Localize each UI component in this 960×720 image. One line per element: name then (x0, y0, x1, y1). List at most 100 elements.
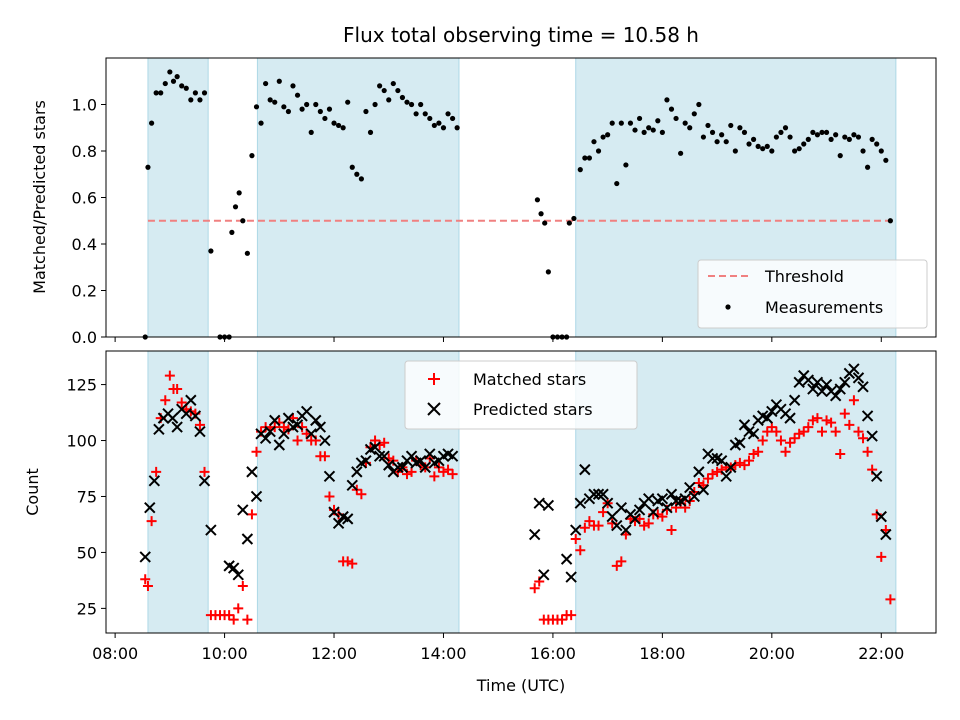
predicted-star-point (848, 363, 860, 375)
matched-star-point (848, 395, 859, 406)
measurement-point (454, 125, 460, 131)
predicted-star-point (747, 428, 760, 440)
measurement-point (833, 132, 839, 138)
predicted-star-point (697, 484, 710, 496)
measurement-point (819, 129, 825, 135)
legend-matched-swatch (428, 373, 440, 385)
measurement-point (399, 94, 406, 101)
measurement-point (605, 132, 611, 138)
matched-star-point (224, 610, 235, 621)
measurement-point (860, 148, 866, 154)
legend-predicted-label: Predicted stars (473, 400, 593, 419)
measurement-point (313, 101, 319, 108)
predicted-star-point (278, 428, 290, 440)
measurement-point (167, 69, 173, 75)
predicted-star-point (232, 569, 244, 581)
predicted-star-point (560, 553, 573, 565)
matched-star-point (142, 581, 153, 591)
measurement-point (687, 125, 693, 131)
measurement-point (600, 134, 606, 140)
measurement-point (614, 180, 620, 187)
measurement-point (741, 129, 748, 135)
measurement-point (340, 125, 346, 131)
chart-title: Flux total observing time = 10.58 h (343, 23, 699, 47)
measurement-point (263, 80, 269, 87)
measurement-point (864, 164, 871, 170)
matched-star-point (557, 614, 568, 625)
predicted-star-point (227, 562, 240, 574)
measurement-point (201, 90, 208, 96)
matched-star-point (789, 433, 800, 444)
x-tick-label: 20:00 (749, 644, 795, 663)
measurement-point (232, 204, 239, 210)
predicted-star-point (788, 394, 801, 406)
predicted-star-point (291, 419, 304, 431)
predicted-star-point (642, 493, 655, 505)
measurement-point (253, 104, 260, 110)
predicted-star-point (679, 493, 691, 505)
count-plot-area (139, 363, 896, 625)
measurement-point (737, 125, 743, 131)
predicted-star-point (139, 551, 151, 563)
measurement-point (449, 115, 456, 122)
measurement-point (691, 111, 697, 117)
matched-star-point (164, 370, 175, 381)
predicted-star-point (725, 461, 737, 474)
matched-star-point (342, 556, 353, 567)
y-tick-label: 0.2 (72, 282, 97, 301)
predicted-star-point (153, 423, 165, 436)
y-tick-label: 0.8 (72, 142, 97, 161)
predicted-star-point (761, 412, 773, 424)
x-tick-label: 16:00 (530, 644, 576, 663)
measurement-point (646, 125, 652, 131)
measurement-point (846, 136, 852, 142)
matched-star-point (666, 525, 677, 536)
matched-star-point (237, 581, 248, 591)
matched-star-point (319, 451, 330, 462)
measurement-point (577, 167, 583, 173)
legend-predicted-swatch (427, 402, 441, 416)
predicted-star-point (323, 470, 336, 483)
measurement-point (188, 97, 194, 103)
predicted-star-point (171, 421, 183, 433)
measurement-point (874, 141, 880, 147)
matched-star-point (744, 455, 755, 466)
matched-star-point (739, 460, 750, 471)
matched-star-point (753, 446, 764, 457)
predicted-star-point (866, 430, 878, 442)
measurement-point (445, 111, 451, 117)
predicted-star-point (180, 407, 192, 420)
measurement-point (534, 197, 541, 203)
legend-measurements-label: Measurements (765, 298, 883, 317)
matched-star-point (807, 415, 818, 426)
predicted-star-point (373, 450, 386, 462)
predicted-star-point (880, 528, 892, 541)
matched-star-point (579, 522, 590, 533)
y-tick-label: 25 (77, 599, 97, 618)
matched-star-point (584, 516, 595, 527)
measurement-point (304, 101, 310, 108)
predicted-star-point (305, 428, 317, 440)
matched-star-point (292, 435, 303, 446)
measurement-point (673, 115, 679, 122)
predicted-star-point (328, 506, 340, 518)
x-tick-label: 14:00 (420, 644, 466, 663)
predicted-star-point (392, 461, 404, 474)
measurement-point (805, 136, 811, 142)
matched-star-point (830, 426, 841, 437)
measurement-point (208, 248, 214, 254)
predicted-star-point (656, 493, 669, 505)
measurement-point (787, 134, 793, 140)
matched-star-point (406, 466, 417, 477)
predicted-star-point (720, 470, 732, 483)
matched-star-point (766, 422, 777, 433)
measurement-point (281, 104, 287, 110)
predicted-star-point (647, 506, 659, 518)
x-tick-label: 18:00 (639, 644, 685, 663)
predicted-star-point (405, 450, 418, 462)
predicted-star-point (611, 519, 623, 532)
legend-threshold-label: Threshold (764, 267, 844, 286)
measurement-point (413, 111, 419, 117)
measurement-point (723, 139, 729, 145)
